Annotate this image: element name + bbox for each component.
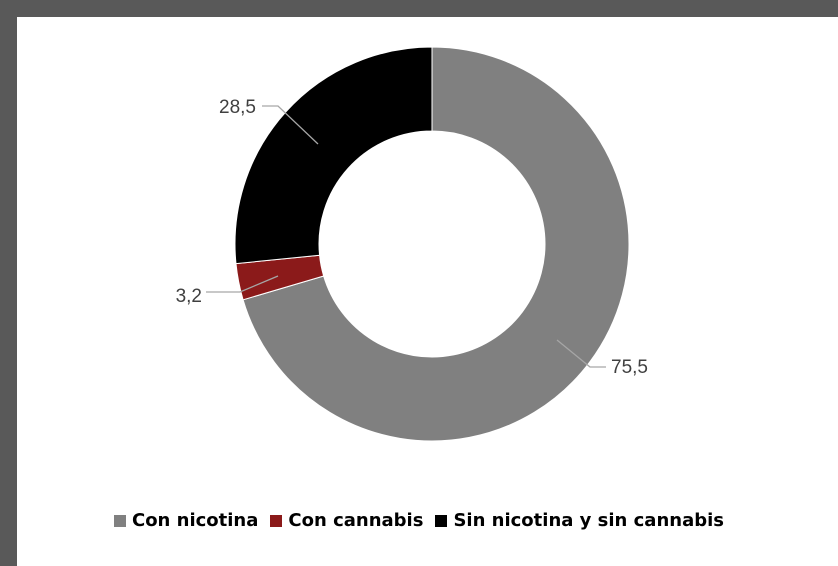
donut-slice-con-nicotina[interactable] [242,46,630,442]
leader-line-sin-nicotina-y-sin-cannabis [262,105,319,145]
leader-line-con-cannabis [206,275,279,293]
legend-label: Con nicotina [131,510,259,531]
legend-swatch [435,514,448,527]
legend-swatch [113,514,126,527]
data-label-sin-nicotina-y-sin-cannabis: 28,5 [219,97,256,118]
legend-swatch [270,514,283,527]
legend-item-con-nicotina: Con nicotina [113,510,259,531]
legend-item-sin-nicotina-y-sin-cannabis: Sin nicotina y sin cannabis [435,510,724,531]
legend: Con nicotina Con cannabis Sin nicotina y s… [0,510,838,531]
legend-label: Con cannabis [288,510,424,531]
data-label-con-cannabis: 3,2 [176,286,202,307]
leader-line-con-nicotina [556,339,606,368]
data-label-con-nicotina: 75,5 [611,357,648,378]
donut-slice-sin-nicotina-y-sin-cannabis[interactable] [234,46,433,265]
legend-label: Sin nicotina y sin cannabis [453,510,724,531]
legend-item-con-cannabis: Con cannabis [270,510,423,531]
